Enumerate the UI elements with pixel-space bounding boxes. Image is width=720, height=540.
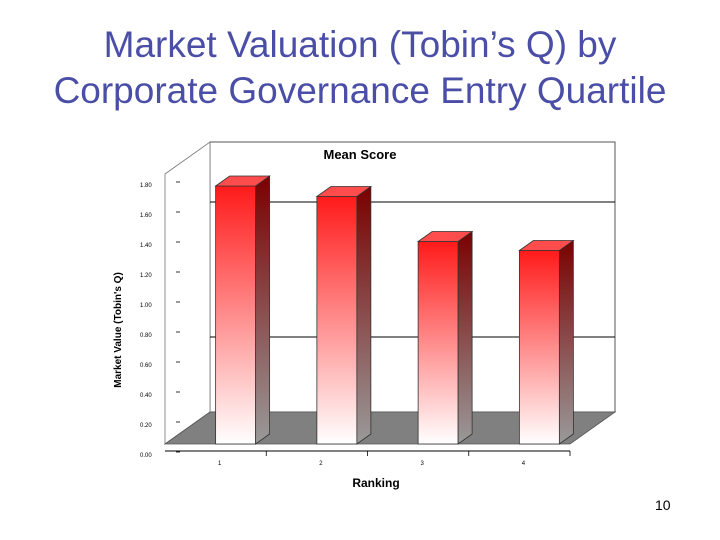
- y-tick-label: 0.60: [140, 363, 152, 369]
- bar: [518, 239, 575, 445]
- y-tick-label: 1.00: [140, 303, 152, 309]
- x-tick-label: 1: [218, 461, 222, 467]
- slide-title: Market Valuation (Tobin’s Q) by Corporat…: [0, 22, 720, 114]
- x-axis-label: Ranking: [352, 476, 399, 490]
- chart-back-wall: [164, 141, 616, 445]
- x-tick-label: 2: [319, 461, 323, 467]
- y-tick-label: 1.20: [140, 273, 152, 279]
- x-tick-label: 4: [522, 461, 526, 467]
- page-number: 10: [655, 497, 671, 513]
- x-tick-label: 3: [420, 461, 424, 467]
- bar-front: [316, 196, 358, 445]
- bar-front: [417, 241, 459, 445]
- bar-top: [214, 175, 271, 187]
- slide-title-line-1: Market Valuation (Tobin’s Q) by: [103, 24, 617, 65]
- bar-front: [215, 185, 257, 445]
- bar-top: [315, 186, 373, 197]
- bar: [214, 175, 271, 445]
- bar-side: [558, 239, 574, 445]
- x-axis: 1 2 3 4: [218, 451, 571, 467]
- bar-top: [518, 240, 575, 251]
- bar: [416, 230, 474, 445]
- bar-side: [356, 185, 372, 445]
- bar-front: [518, 250, 560, 445]
- y-axis-label: Market Value (Tobin's Q): [113, 272, 124, 388]
- chart-title: Mean Score: [324, 147, 397, 162]
- chart-side-wall: [164, 141, 211, 445]
- slide-title-line-2: Corporate Governance Entry Quartile: [53, 70, 667, 111]
- bar-top: [416, 231, 474, 242]
- bars: [214, 175, 575, 445]
- y-tick-label: 1.40: [140, 243, 152, 249]
- bar: [315, 185, 373, 445]
- bar-side: [255, 175, 271, 445]
- y-tick-label: 1.60: [140, 213, 152, 219]
- y-tick-label: 0.40: [140, 393, 152, 399]
- bar-side: [457, 230, 473, 445]
- y-tick-label: 1.80: [140, 183, 152, 189]
- y-axis: 0.00 0.20 0.40 0.60 0.80 1.00 1.20 1.40 1.60 1.80: [140, 181, 180, 459]
- y-tick-label: 0.80: [140, 333, 152, 339]
- y-tick-label: 0.20: [140, 423, 152, 429]
- y-tick-label: 0.00: [140, 453, 152, 459]
